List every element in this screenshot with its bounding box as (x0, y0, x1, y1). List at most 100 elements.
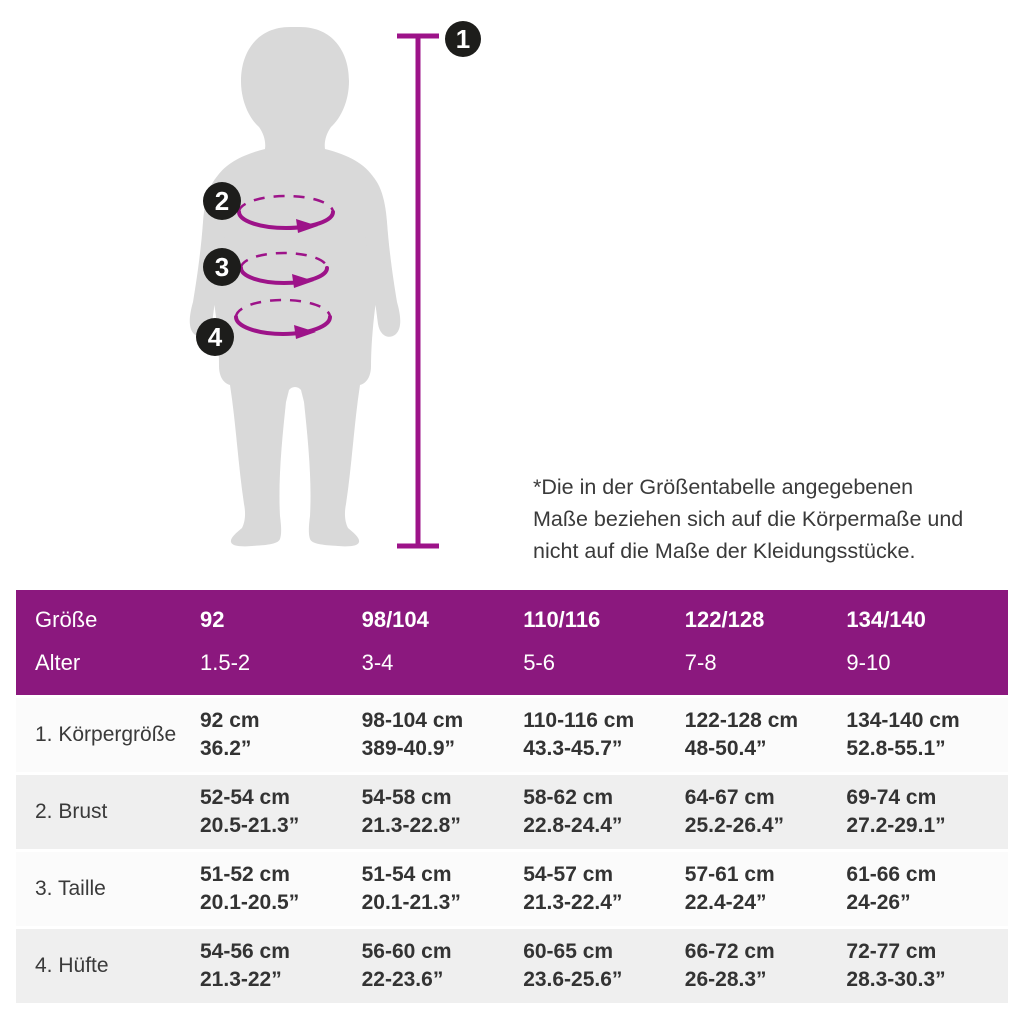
cm-value: 98-104 cm (361, 709, 464, 732)
inch-value: 389-40.9” (361, 737, 455, 760)
right-arm-shape (361, 172, 401, 337)
cm-value: 51-54 cm (361, 863, 452, 886)
header-age-cell: 1.5-2 (200, 650, 251, 675)
measurement-cell: 51-52 cm 20.1-20.5” (200, 861, 362, 917)
measurement-cell: 54-58 cm 21.3-22.8” (362, 784, 524, 840)
measurement-cell: 51-54 cm 20.1-21.3” (362, 861, 524, 917)
measure-badge-4: 4 (196, 318, 234, 356)
measurement-cell: 52-54 cm 20.5-21.3” (200, 784, 362, 840)
hip-measure-ellipse (234, 298, 332, 339)
waist-arrowhead-icon (292, 274, 314, 288)
age-row-label: Alter (35, 650, 81, 675)
inch-value: 21.3-22.4” (523, 891, 623, 914)
inch-value: 27.2-29.1” (846, 814, 946, 837)
badge-1-number: 1 (456, 24, 470, 54)
header-age-cell: 5-6 (523, 650, 555, 675)
measurement-cell: 58-62 cm 22.8-24.4” (523, 784, 685, 840)
cm-value: 64-67 cm (684, 786, 775, 809)
cm-value: 69-74 cm (846, 786, 937, 809)
disclaimer-note: *Die in der Größentabelle angegebenen Ma… (533, 471, 963, 567)
chest-arrowhead-icon (296, 219, 318, 233)
badge-4-number: 4 (208, 322, 223, 352)
header-size-cell: 110/116 (523, 607, 601, 632)
cm-value: 54-58 cm (361, 786, 452, 809)
measurement-cell: 54-56 cm 21.3-22” (200, 938, 362, 994)
measurement-diagram: 1 2 3 4 *Die in der Größentabelle angege… (189, 21, 963, 567)
measure-badge-1: 1 (445, 21, 481, 57)
cm-value: 56-60 cm (361, 940, 452, 963)
cm-value: 72-77 cm (846, 940, 937, 963)
cm-value: 61-66 cm (846, 863, 937, 886)
chest-measure-ellipse (237, 194, 335, 233)
inch-value: 22-23.6” (361, 968, 444, 991)
header-size-row: Größe 92 98/104 110/116 122/128 134/140 (16, 607, 1008, 633)
measurement-cell: 92 cm 36.2” (200, 707, 362, 763)
header-age-row: Alter 1.5-2 3-4 5-6 7-8 9-10 (16, 650, 1008, 676)
size-row-label: Größe (35, 607, 98, 632)
row-label: 2. Brust (35, 800, 108, 823)
table-header: Größe 92 98/104 110/116 122/128 134/140 … (16, 590, 1008, 695)
disclaimer-line-3: nicht auf die Maße der Kleidungsstücke. (533, 539, 916, 563)
inch-value: 23.6-25.6” (523, 968, 623, 991)
header-size-cell: 134/140 (846, 607, 926, 632)
cm-value: 58-62 cm (523, 786, 614, 809)
inch-value: 52.8-55.1” (846, 737, 946, 760)
table-row-koerpergroesse: 1. Körpergröße 92 cm 36.2” 98-104 cm 389… (16, 698, 1008, 772)
inch-value: 20.1-21.3” (361, 891, 461, 914)
inch-value: 21.3-22.8” (361, 814, 461, 837)
badge-2-number: 2 (215, 186, 229, 216)
cm-value: 66-72 cm (684, 940, 775, 963)
inch-value: 24-26” (846, 891, 911, 914)
inch-value: 20.1-20.5” (200, 891, 300, 914)
measurement-cell: 64-67 cm 25.2-26.4” (685, 784, 847, 840)
cm-value: 92 cm (200, 709, 260, 732)
cm-value: 57-61 cm (684, 863, 775, 886)
row-label: 1. Körpergröße (35, 723, 177, 746)
badge-3-number: 3 (215, 252, 229, 282)
height-measure-line (397, 33, 439, 549)
measurement-cell: 60-65 cm 23.6-25.6” (523, 938, 685, 994)
inch-value: 20.5-21.3” (200, 814, 300, 837)
header-age-cell: 9-10 (846, 650, 891, 675)
inch-value: 22.4-24” (684, 891, 767, 914)
cm-value: 52-54 cm (200, 786, 290, 809)
measurement-cell: 72-77 cm 28.3-30.3” (846, 938, 1008, 994)
header-age-cell: 3-4 (361, 650, 394, 675)
cm-value: 122-128 cm (684, 709, 799, 732)
table-row-huefte: 4. Hüfte 54-56 cm 21.3-22” 56-60 cm 22-2… (16, 929, 1008, 1003)
measurement-cell: 66-72 cm 26-28.3” (685, 938, 847, 994)
measurement-cell: 122-128 cm 48-50.4” (685, 707, 847, 763)
measurement-cell: 57-61 cm 22.4-24” (685, 861, 847, 917)
table-row-taille: 3. Taille 51-52 cm 20.1-20.5” 51-54 cm 2… (16, 852, 1008, 926)
row-label: 3. Taille (35, 877, 106, 900)
inch-value: 28.3-30.3” (846, 968, 946, 991)
inch-value: 21.3-22” (200, 968, 282, 991)
inch-value: 43.3-45.7” (523, 737, 623, 760)
measure-badge-2: 2 (203, 182, 241, 220)
measurement-cell: 54-57 cm 21.3-22.4” (523, 861, 685, 917)
table-row-brust: 2. Brust 52-54 cm 20.5-21.3” 54-58 cm 21… (16, 775, 1008, 849)
hip-arrowhead-icon (294, 325, 316, 339)
measure-badge-3: 3 (203, 248, 241, 286)
measurement-cell: 56-60 cm 22-23.6” (362, 938, 524, 994)
disclaimer-line-2: Maße beziehen sich auf die Körpermaße un… (533, 507, 964, 531)
inch-value: 22.8-24.4” (523, 814, 623, 837)
inch-value: 25.2-26.4” (684, 814, 785, 837)
header-size-cell: 98/104 (361, 607, 429, 632)
cm-value: 110-116 cm (523, 709, 635, 732)
header-size-cell: 122/128 (684, 607, 765, 632)
disclaimer-line-1: *Die in der Größentabelle angegebenen (533, 475, 914, 499)
cm-value: 134-140 cm (846, 709, 960, 732)
measurement-cell: 110-116 cm 43.3-45.7” (523, 707, 685, 763)
waist-measure-ellipse (239, 251, 329, 288)
cm-value: 54-57 cm (523, 863, 614, 886)
child-silhouette-illustration: 1 2 3 4 (189, 21, 481, 549)
cm-value: 54-56 cm (200, 940, 290, 963)
row-label: 4. Hüfte (35, 954, 109, 977)
inch-value: 26-28.3” (684, 968, 767, 991)
measurement-cell: 134-140 cm 52.8-55.1” (846, 707, 1008, 763)
header-age-cell: 7-8 (684, 650, 717, 675)
measurement-cell: 98-104 cm 389-40.9” (362, 707, 524, 763)
cm-value: 60-65 cm (523, 940, 614, 963)
